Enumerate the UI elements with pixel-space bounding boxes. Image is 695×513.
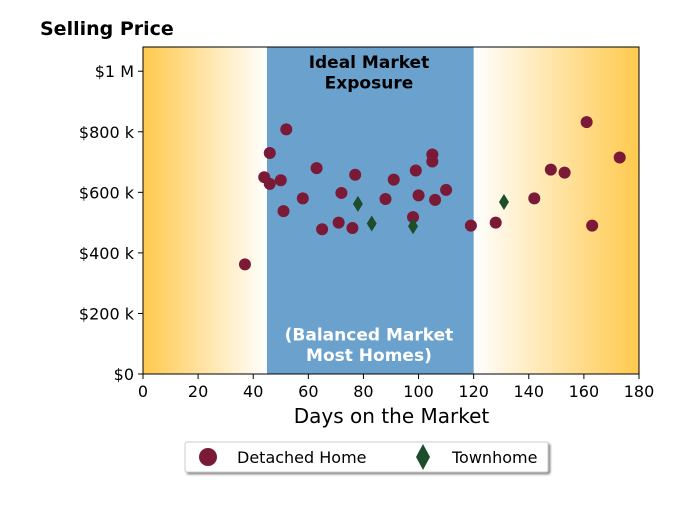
x-tick-label: 180 xyxy=(624,382,655,401)
axes: 0 20 40 60 80 100 120 140 160 180 $0 $200 k $400 k $6… xyxy=(79,46,655,401)
plot-regions xyxy=(143,47,639,374)
point-detached-home xyxy=(528,192,541,205)
point-detached-home xyxy=(263,177,276,190)
point-townhome xyxy=(366,215,377,232)
region-0 xyxy=(143,47,267,374)
point-detached-home xyxy=(412,189,425,202)
point-detached-home xyxy=(387,173,400,186)
legend-label-townhome: Townhome xyxy=(451,448,537,467)
point-detached-home xyxy=(429,193,442,206)
y-tick-label: $1 M xyxy=(95,62,134,81)
point-detached-home xyxy=(274,174,287,187)
point-detached-home xyxy=(407,211,420,224)
point-detached-home xyxy=(277,205,290,218)
point-detached-home xyxy=(346,222,359,235)
region-2 xyxy=(473,47,639,374)
point-detached-home xyxy=(464,219,477,232)
y-tick-label: $0 xyxy=(114,365,134,384)
y-tick-label: $200 k xyxy=(79,304,135,323)
point-detached-home xyxy=(544,163,557,176)
plot-frame xyxy=(142,46,640,375)
x-tick-label: 0 xyxy=(138,382,148,401)
data-points xyxy=(238,116,626,271)
x-tick-label: 140 xyxy=(514,382,545,401)
y-tick-label: $400 k xyxy=(79,244,135,263)
x-tick-label: 60 xyxy=(298,382,318,401)
point-detached-home xyxy=(379,192,392,205)
point-townhome xyxy=(498,194,509,211)
point-detached-home xyxy=(335,186,348,199)
point-detached-home xyxy=(489,216,502,229)
point-detached-home xyxy=(349,168,362,181)
point-detached-home xyxy=(440,183,453,196)
legend-box xyxy=(184,441,549,473)
region-1 xyxy=(267,47,474,374)
point-detached-home xyxy=(263,146,276,159)
legend-marker-detached-home xyxy=(199,448,217,466)
legend: Detached Home Townhome xyxy=(184,441,549,473)
x-tick-label: 20 xyxy=(188,382,208,401)
point-detached-home xyxy=(409,164,422,177)
point-townhome xyxy=(408,218,419,235)
point-detached-home xyxy=(238,258,251,271)
point-detached-home xyxy=(613,151,626,164)
annotation-0: Ideal Market Exposure xyxy=(309,53,430,93)
x-tick-label: 160 xyxy=(569,382,600,401)
annotations: Ideal Market Exposure (Balanced Market Most… xyxy=(285,53,454,366)
point-detached-home xyxy=(280,123,293,136)
point-detached-home xyxy=(316,223,329,236)
point-townhome xyxy=(352,195,363,212)
x-tick-label: 100 xyxy=(403,382,434,401)
x-tick-label: 40 xyxy=(243,382,263,401)
point-detached-home xyxy=(426,155,439,168)
legend-label-detached-home: Detached Home xyxy=(237,448,367,467)
x-tick-label: 120 xyxy=(458,382,489,401)
annotation-1: (Balanced Market Most Homes) xyxy=(285,326,454,366)
point-detached-home xyxy=(332,216,345,229)
point-detached-home xyxy=(296,192,309,205)
chart-title: Selling Price xyxy=(40,18,174,40)
point-detached-home xyxy=(310,162,323,175)
x-tick-label: 80 xyxy=(353,382,373,401)
y-tick-label: $600 k xyxy=(79,183,135,202)
x-axis-title: Days on the Market xyxy=(294,404,490,428)
point-detached-home xyxy=(558,166,571,179)
point-detached-home xyxy=(586,219,599,232)
y-tick-label: $800 k xyxy=(79,123,135,142)
legend-marker-townhome xyxy=(416,444,430,470)
point-detached-home xyxy=(580,116,593,129)
